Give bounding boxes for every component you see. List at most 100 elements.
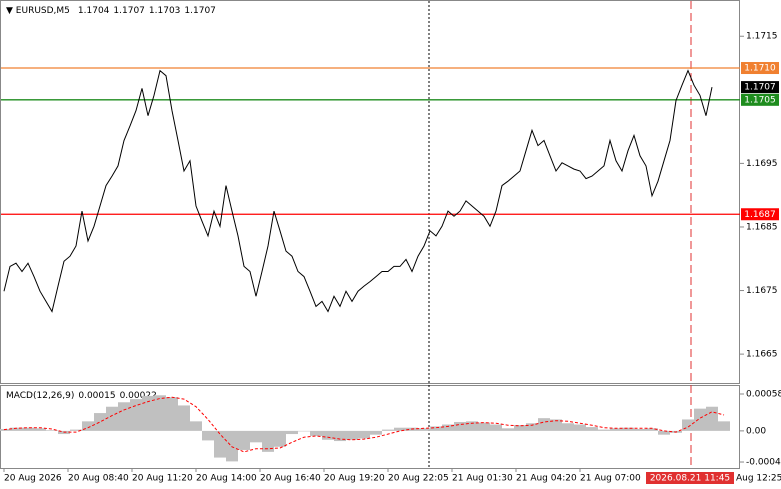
chart-header: ▼ EURUSD,M5 1.1704 1.1707 1.1703 1.1707 xyxy=(6,6,216,16)
macd-bar xyxy=(478,422,490,431)
macd-bar xyxy=(646,428,658,431)
macd-bar xyxy=(490,424,502,431)
x-tick-label: 20 Aug 2026 xyxy=(4,474,62,484)
macd-title: MACD(12,26,9) xyxy=(6,391,74,401)
macd-bar xyxy=(502,428,514,431)
macd-bar xyxy=(346,430,358,440)
chart-title: EURUSD,M5 xyxy=(16,6,70,16)
cursor-label-box xyxy=(646,472,734,484)
level-label-box xyxy=(741,208,779,221)
macd-bar xyxy=(130,399,142,431)
macd-bar xyxy=(370,430,382,435)
macd-bar xyxy=(70,429,82,431)
macd-bar xyxy=(178,405,190,431)
macd-bar xyxy=(190,421,202,431)
macd-bar xyxy=(682,419,694,431)
macd-bar xyxy=(418,428,430,431)
macd-bar xyxy=(334,430,346,442)
x-tick-label: 20 Aug 11:20 xyxy=(132,474,193,484)
macd-bar xyxy=(658,430,670,435)
macd-bar xyxy=(274,430,286,447)
macd-bar xyxy=(718,421,730,431)
y-tick-label: 0.00 xyxy=(746,426,766,436)
x-tick-label: 20 Aug 14:00 xyxy=(196,474,257,484)
macd-bar xyxy=(310,430,322,436)
quote-open: 1.1704 xyxy=(78,6,110,16)
macd-bar xyxy=(634,428,646,431)
y-tick-label: 1.1675 xyxy=(746,286,778,296)
y-tick-label: 0.00058 xyxy=(746,390,781,400)
macd-bar xyxy=(154,395,166,431)
macd-bar xyxy=(166,397,178,431)
x-tick-label: 20 Aug 22:05 xyxy=(388,474,449,484)
y-tick-label: 1.1715 xyxy=(746,32,778,42)
macd-header: MACD(12,26,9) 0.00015 0.00022 xyxy=(6,391,157,401)
macd-bar xyxy=(586,427,598,431)
macd-bar xyxy=(10,427,22,431)
macd-bar xyxy=(298,430,310,432)
macd-bar xyxy=(82,421,94,431)
macd-bar xyxy=(94,413,106,431)
quote-high: 1.1707 xyxy=(113,6,145,16)
macd-bar xyxy=(526,423,538,431)
macd-bar xyxy=(106,406,118,431)
x-tick-label: 20 Aug 08:40 xyxy=(68,474,129,484)
x-tick-label: 21 Aug 07:00 xyxy=(580,474,641,484)
y-tick-label: 1.1685 xyxy=(746,222,778,232)
cursor-label: 2026.08.21 11:45 xyxy=(650,474,730,484)
macd-bar xyxy=(382,429,394,431)
macd-bar xyxy=(574,424,586,431)
main-panel xyxy=(0,0,740,384)
macd-bar xyxy=(550,419,562,431)
macd-bar xyxy=(142,395,154,431)
signal-line xyxy=(3,396,725,453)
macd-bar xyxy=(46,430,58,431)
level-label-box xyxy=(741,93,779,106)
macd-bar xyxy=(250,430,262,443)
macd-bar xyxy=(622,427,634,431)
signal-value: 0.00022 xyxy=(120,391,157,401)
y-tick-label: -0.00049 xyxy=(746,458,781,468)
x-tick-label: 21 Aug 01:30 xyxy=(452,474,513,484)
macd-bar xyxy=(562,423,574,431)
price-line xyxy=(3,69,713,313)
level-label: 1.1705 xyxy=(744,95,776,105)
x-tick-label: 20 Aug 19:20 xyxy=(324,474,385,484)
macd-bar xyxy=(358,430,370,439)
macd-panel xyxy=(0,385,740,469)
macd-bar xyxy=(322,430,334,440)
x-tick-label: 20 Aug 16:40 xyxy=(260,474,321,484)
current-price-label: 1.1707 xyxy=(744,83,776,93)
macd-value: 0.00015 xyxy=(78,391,115,401)
macd-bar xyxy=(118,402,130,431)
macd-bar xyxy=(454,421,466,431)
y-tick-label: 1.1665 xyxy=(746,350,778,360)
macd-bar xyxy=(706,406,718,431)
macd-bar xyxy=(514,425,526,431)
macd-bar xyxy=(598,429,610,431)
macd-bar xyxy=(538,418,550,431)
x-tick-label: Aug 12:25 xyxy=(736,474,781,484)
macd-bar xyxy=(694,408,706,431)
macd-bar xyxy=(286,430,298,435)
level-label-box xyxy=(741,62,779,75)
macd-bar xyxy=(34,428,46,431)
macd-bar xyxy=(394,427,406,431)
y-tick-label: 1.1695 xyxy=(746,159,778,169)
quote-close: 1.1707 xyxy=(184,6,216,16)
macd-bar xyxy=(430,426,442,431)
level-label: 1.1710 xyxy=(744,64,776,74)
macd-bar xyxy=(22,427,34,431)
macd-bar xyxy=(262,430,274,452)
macd-bar xyxy=(214,430,226,458)
symbol: ▼ xyxy=(6,6,16,16)
macd-bar xyxy=(466,421,478,431)
current-price-box xyxy=(741,81,779,94)
level-label: 1.1687 xyxy=(744,210,776,220)
macd-bar xyxy=(610,428,622,431)
macd-bar xyxy=(238,430,250,450)
macd-bar xyxy=(202,430,214,441)
macd-bar xyxy=(442,424,454,431)
quote-low: 1.1703 xyxy=(149,6,181,16)
